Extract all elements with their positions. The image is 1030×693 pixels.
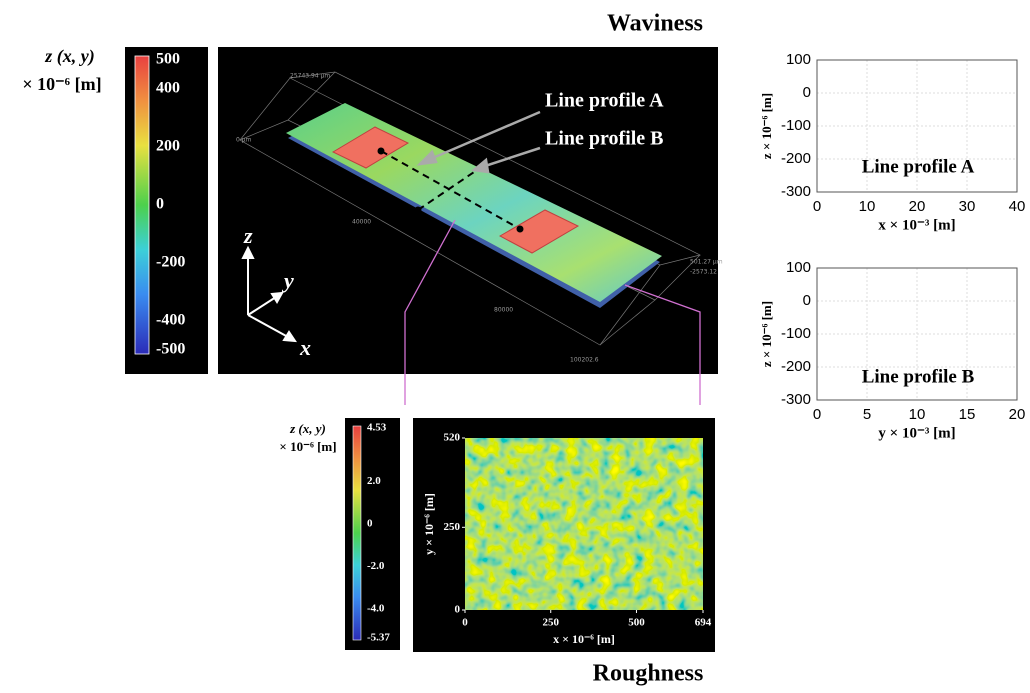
x-tick-label: 20: [1009, 406, 1026, 423]
y-tick-label: -200: [781, 150, 811, 167]
scale-label: 40000: [352, 219, 371, 226]
colorbar-label: z (x, y): [289, 421, 326, 436]
x-tick-label: 20: [909, 198, 926, 215]
colorbar-tick-label: -500: [156, 341, 185, 358]
x-tick-label: 10: [859, 198, 876, 215]
colorbar-label: z (x, y): [44, 46, 94, 67]
colorbar-tick-label: -4.0: [367, 602, 385, 614]
scale-label: 80000: [494, 307, 513, 314]
x-tick-label: 500: [628, 617, 645, 629]
colorbar-tick-label: 200: [156, 138, 180, 155]
y-axis-label: y × 10⁻⁶ [m]: [422, 493, 436, 555]
x-axis-label: y × 10⁻³ [m]: [878, 425, 955, 441]
profile-label: Line profile A: [545, 90, 664, 112]
y-tick-label: 100: [786, 51, 811, 68]
chart-title: Line profile B: [862, 366, 975, 387]
x-tick-label: 5: [863, 406, 871, 423]
y-tick-label: 100: [786, 259, 811, 276]
y-tick-label: 0: [803, 84, 811, 101]
colorbar-tick-label: -200: [156, 254, 185, 271]
x-axis-label: x × 10⁻⁶ [m]: [553, 632, 615, 646]
axis-name: x: [299, 335, 311, 360]
scale-label: -2573.12: [690, 269, 717, 276]
x-tick-label: 10: [909, 406, 926, 423]
colorbar-tick-label: 400: [156, 80, 180, 97]
colorbar-tick-label: -5.37: [367, 632, 390, 644]
x-tick-label: 15: [959, 406, 976, 423]
y-axis-label: z × 10⁻⁶ [m]: [759, 301, 774, 367]
colorbar: [135, 56, 149, 354]
roughness-map: [465, 438, 703, 610]
scale-label: 501.27 μm: [690, 259, 723, 266]
section-title: Waviness: [607, 11, 703, 37]
y-tick-label: -200: [781, 358, 811, 375]
x-tick-label: 694: [695, 617, 712, 629]
y-tick-label: 0: [803, 292, 811, 309]
y-tick-label: -300: [781, 183, 811, 200]
colorbar-tick-label: -2.0: [367, 560, 385, 572]
x-axis-label: x × 10⁻³ [m]: [878, 217, 955, 233]
y-tick-label: 520: [444, 432, 461, 444]
scale-label: 0 μm: [236, 137, 252, 144]
colorbar-tick-label: 4.53: [367, 422, 387, 434]
y-tick-label: -300: [781, 391, 811, 408]
y-tick-label: -100: [781, 325, 811, 342]
x-tick-label: 40: [1009, 198, 1026, 215]
figure: z (x, y) × 10⁻⁶ [m] Waviness Line profil…: [0, 0, 1030, 693]
x-tick-label: 0: [462, 617, 468, 629]
x-tick-label: 0: [813, 198, 821, 215]
chart-title: Line profile A: [862, 156, 975, 177]
scale-label: 100202.6: [570, 357, 599, 364]
y-tick-label: 250: [444, 521, 461, 533]
y-tick-label: 0: [455, 604, 461, 616]
x-tick-label: 0: [813, 406, 821, 423]
y-axis-label: z × 10⁻⁶ [m]: [759, 93, 774, 159]
scale-label: 25743.94 μm: [290, 73, 330, 80]
colorbar-label: × 10⁻⁶ [m]: [22, 74, 101, 94]
colorbar: [353, 426, 361, 640]
axis-name: z: [243, 223, 253, 248]
y-tick-label: -100: [781, 117, 811, 134]
colorbar-label: × 10⁻⁶ [m]: [279, 439, 336, 454]
profile-label: Line profile B: [545, 128, 664, 150]
colorbar-tick-label: 500: [156, 51, 180, 68]
colorbar-tick-label: 0: [156, 196, 164, 213]
x-tick-label: 250: [542, 617, 559, 629]
colorbar-tick-label: 0: [367, 518, 373, 530]
x-tick-label: 30: [959, 198, 976, 215]
section-title: Roughness: [593, 661, 704, 687]
colorbar-tick-label: -400: [156, 312, 185, 329]
colorbar-tick-label: 2.0: [367, 475, 381, 487]
